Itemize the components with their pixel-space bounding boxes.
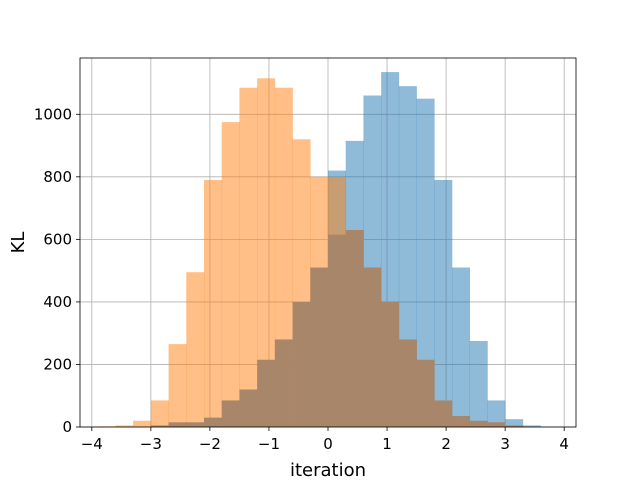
histogram-bar <box>204 417 223 427</box>
histogram-bar <box>150 425 169 427</box>
histogram-bar <box>274 339 293 427</box>
histogram-bar <box>487 422 506 427</box>
histogram-bar <box>416 98 435 428</box>
x-tick-label: 3 <box>500 435 510 453</box>
histogram-bar <box>150 400 169 427</box>
histogram-bar <box>452 267 471 427</box>
y-tick-label: 1000 <box>34 105 72 123</box>
x-tick-label: 4 <box>559 435 569 453</box>
y-tick-label: 400 <box>43 293 72 311</box>
histogram-bar <box>363 267 382 427</box>
histogram-bar <box>310 267 329 427</box>
histogram-bar <box>381 301 400 427</box>
y-tick-label: 800 <box>43 168 72 186</box>
histogram-bar <box>168 422 187 427</box>
histogram-bar <box>452 416 471 427</box>
y-tick-label: 600 <box>43 230 72 248</box>
histogram-bar <box>416 359 435 427</box>
histogram-bar <box>434 179 453 427</box>
histogram-bar <box>239 389 258 427</box>
histogram-bar <box>469 420 488 427</box>
x-axis-ticks: −4 −3 −2 −1 0 1 2 3 4 <box>81 427 569 453</box>
bars <box>97 72 541 428</box>
x-tick-label: 2 <box>441 435 451 453</box>
x-tick-label: −4 <box>81 435 103 453</box>
histogram-bar <box>239 87 258 427</box>
series-2 <box>150 229 524 427</box>
histogram-bar <box>221 122 240 428</box>
histogram-bar <box>345 229 364 427</box>
x-tick-label: −2 <box>199 435 221 453</box>
histogram-bar <box>133 420 152 427</box>
y-axis-ticks: 0 200 400 600 800 1000 <box>34 105 80 436</box>
histogram-bar <box>257 359 276 427</box>
histogram-bar <box>434 400 453 427</box>
x-tick-label: 0 <box>323 435 333 453</box>
histogram-bar <box>186 272 205 427</box>
y-tick-label: 0 <box>62 418 72 436</box>
x-tick-label: 1 <box>382 435 392 453</box>
histogram-bar <box>505 419 524 427</box>
histogram-bar <box>221 400 240 427</box>
histogram-bar <box>469 341 488 427</box>
x-axis-label: iteration <box>290 460 366 480</box>
histogram-bar <box>204 179 223 427</box>
histogram-bar <box>505 425 524 427</box>
histogram-bar <box>487 400 506 427</box>
histogram-bar <box>292 301 311 427</box>
y-axis-label: KL <box>8 232 29 254</box>
histogram-bar <box>522 425 541 427</box>
y-tick-label: 200 <box>43 355 72 373</box>
histogram-bar <box>115 425 134 427</box>
histogram-bar <box>168 344 187 427</box>
histogram-bar <box>328 234 347 427</box>
histogram-bar <box>398 339 417 427</box>
histogram-bar <box>257 78 276 428</box>
histogram-bar <box>186 422 205 427</box>
x-tick-label: −1 <box>258 435 280 453</box>
x-tick-label: −3 <box>140 435 162 453</box>
